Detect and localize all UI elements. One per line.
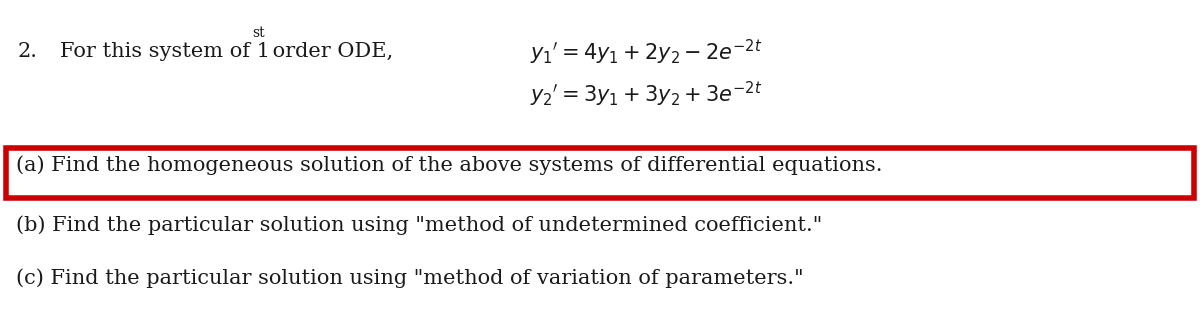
Text: st: st — [252, 26, 265, 40]
Text: $y_1{}'= 4y_1 + 2y_2 - 2e^{-2t}$: $y_1{}'= 4y_1 + 2y_2 - 2e^{-2t}$ — [530, 38, 762, 67]
Text: 2.: 2. — [18, 42, 38, 61]
Text: order ODE,: order ODE, — [266, 42, 394, 61]
Text: (b) Find the particular solution using "method of undetermined coefficient.": (b) Find the particular solution using "… — [16, 215, 822, 235]
FancyBboxPatch shape — [6, 148, 1194, 198]
Text: (c) Find the particular solution using "method of variation of parameters.": (c) Find the particular solution using "… — [16, 268, 804, 288]
Text: $y_2{}'= 3y_1 + 3y_2 + 3e^{-2t}$: $y_2{}'= 3y_1 + 3y_2 + 3e^{-2t}$ — [530, 80, 762, 109]
Text: (a) Find the homogeneous solution of the above systems of differential equations: (a) Find the homogeneous solution of the… — [16, 155, 882, 175]
Text: For this system of 1: For this system of 1 — [60, 42, 270, 61]
